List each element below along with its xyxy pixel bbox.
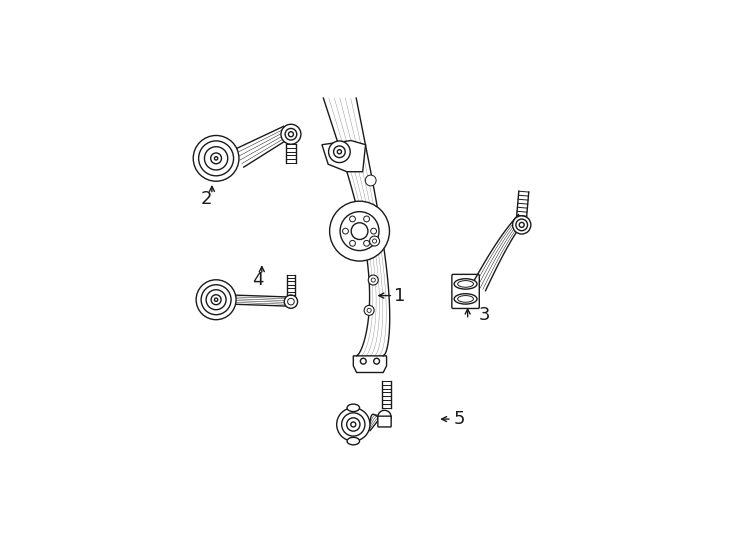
Circle shape (288, 298, 294, 305)
Circle shape (285, 129, 297, 140)
Circle shape (281, 124, 301, 144)
Circle shape (337, 408, 370, 441)
Circle shape (368, 275, 378, 285)
Circle shape (512, 216, 531, 234)
Circle shape (211, 295, 221, 305)
Ellipse shape (458, 295, 473, 302)
Circle shape (349, 240, 355, 246)
Circle shape (193, 136, 239, 181)
Circle shape (205, 147, 228, 170)
Circle shape (214, 298, 218, 301)
Circle shape (206, 290, 226, 310)
Polygon shape (322, 140, 366, 172)
Circle shape (214, 157, 218, 160)
Circle shape (374, 358, 379, 364)
Ellipse shape (347, 437, 360, 445)
Circle shape (372, 239, 377, 243)
Circle shape (288, 132, 294, 137)
Text: 1: 1 (394, 287, 406, 305)
Circle shape (371, 278, 375, 282)
Circle shape (340, 212, 379, 251)
Circle shape (519, 222, 524, 227)
Ellipse shape (458, 281, 473, 287)
Circle shape (371, 228, 377, 234)
Circle shape (346, 418, 360, 431)
Ellipse shape (454, 279, 477, 289)
Circle shape (196, 280, 236, 320)
Circle shape (330, 201, 390, 261)
Text: 4: 4 (252, 271, 264, 288)
Circle shape (364, 306, 374, 315)
Text: 2: 2 (201, 191, 212, 208)
Circle shape (351, 422, 356, 427)
Circle shape (284, 295, 297, 308)
Circle shape (363, 240, 369, 246)
FancyBboxPatch shape (378, 416, 391, 427)
Circle shape (201, 285, 231, 315)
Circle shape (333, 146, 345, 158)
Text: 3: 3 (479, 306, 490, 324)
Circle shape (343, 228, 349, 234)
Circle shape (349, 216, 355, 222)
Circle shape (360, 358, 366, 364)
Circle shape (338, 150, 341, 154)
FancyBboxPatch shape (452, 274, 479, 308)
Polygon shape (353, 356, 387, 373)
Circle shape (341, 413, 365, 436)
Text: 5: 5 (453, 410, 465, 428)
Circle shape (329, 141, 350, 163)
Circle shape (351, 222, 368, 240)
Circle shape (366, 175, 376, 186)
Circle shape (367, 308, 371, 313)
Circle shape (370, 236, 379, 246)
Circle shape (378, 410, 391, 424)
Circle shape (516, 219, 528, 231)
Ellipse shape (454, 294, 477, 304)
Circle shape (363, 216, 369, 222)
Circle shape (199, 141, 233, 176)
Circle shape (211, 153, 222, 164)
Ellipse shape (347, 404, 360, 411)
